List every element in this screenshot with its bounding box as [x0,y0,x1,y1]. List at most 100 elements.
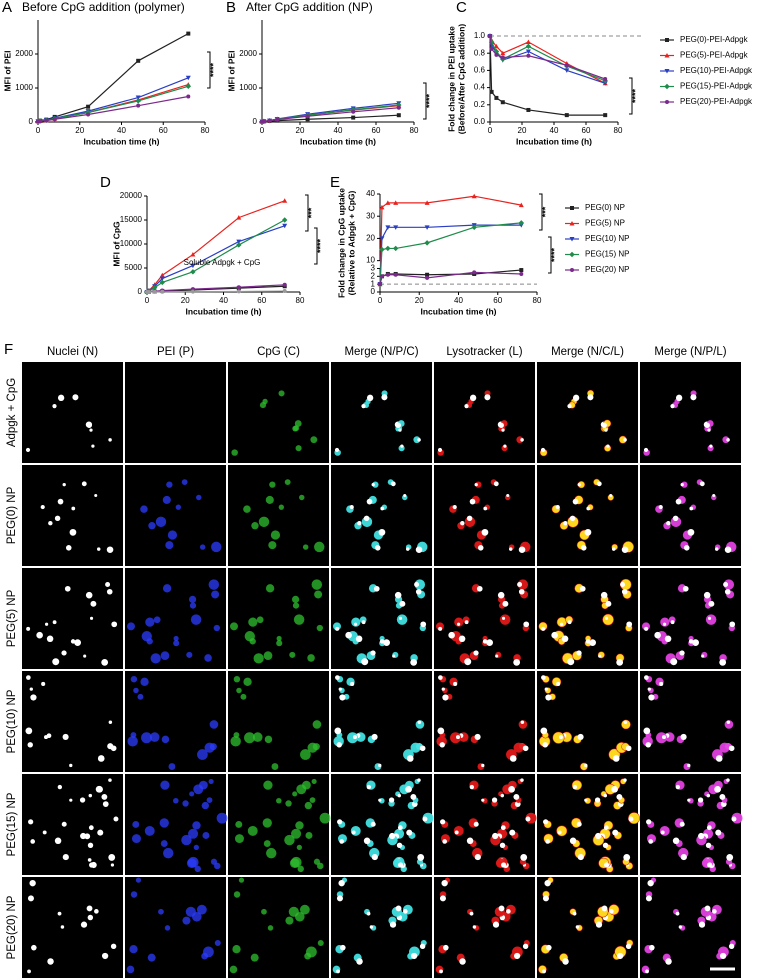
y-axis-label: (Before/After CpG addition) [456,24,466,135]
nucleus [649,944,655,951]
data-point [424,200,430,205]
micrograph [331,774,434,875]
nucleus [724,546,732,554]
legend-label: PEG(15) NP [585,250,629,259]
nucleus [399,600,406,607]
cell-signal [292,791,298,797]
cell-signal [162,495,171,504]
nucleus [600,591,608,599]
image-background [434,877,535,978]
nucleus [380,506,385,511]
image-background [537,877,638,978]
cell-signal [243,677,252,687]
data-point [425,275,430,280]
nucleus [731,816,737,822]
nucleus [476,585,483,592]
nucleus [544,687,548,691]
cell-signal [307,654,315,662]
cell-signal [262,818,272,828]
legend-marker [664,83,670,90]
nucleus [335,675,340,680]
cell-signal [199,544,206,550]
image-background [125,671,226,772]
data-point [190,263,196,269]
cell-signal [186,858,197,869]
nucleus [621,588,628,595]
cell-signal [252,732,263,742]
cell-signal [278,390,285,397]
nucleus [522,745,529,752]
nucleus [44,735,48,740]
nucleus [383,639,390,647]
nucleus [48,521,53,526]
cell-signal [202,946,214,958]
nucleus [486,639,493,647]
nucleus [577,854,584,861]
cell-signal [414,579,426,590]
x-tick-label: 20 [181,296,190,305]
y-tick-label: 15000 [120,215,143,224]
cell-signal [450,732,461,744]
data-point [424,225,430,230]
x-tick-label: 20 [518,126,527,135]
nucleus [80,921,88,928]
y-tick-label: 20000 [120,191,143,200]
nucleus [70,639,76,644]
micrograph [228,568,329,669]
cell-signal [238,877,245,883]
nucleus [572,498,579,505]
annotation: Soluble Adpgk + CpG [184,258,261,267]
data-point [525,43,532,50]
nucleus [520,438,524,442]
nucleus [439,742,445,748]
y-tick-label: 40 [366,189,375,198]
micrograph [228,671,329,772]
nucleus [30,694,37,701]
series-line [489,35,606,84]
cell-signal [164,925,171,931]
x-tick-label: 0 [378,296,383,305]
nucleus [699,481,705,487]
nucleus [500,825,506,831]
cell-signal [268,541,277,550]
cell-signal [135,877,142,883]
nucleus [44,622,49,626]
annotation: *** [306,207,316,218]
nucleus [506,909,511,914]
image-background [331,362,432,463]
data-point [275,117,280,122]
nucleus [520,778,524,782]
nucleus [52,620,57,625]
y-tick-label: 5000 [124,263,142,272]
nucleus [723,582,729,588]
nucleus [595,921,603,928]
micrograph [22,362,123,463]
data-point [385,272,390,277]
cell-signal [160,651,170,661]
nucleus [483,506,488,511]
cell-signal [233,891,241,898]
legend-marker [570,206,574,210]
nucleus [466,515,473,522]
nucleus [575,925,580,929]
data-point [160,289,165,294]
nucleus [443,944,449,951]
data-point [135,95,141,101]
cell-signal [240,693,247,700]
data-point [489,89,494,94]
column-header: CpG (C) [257,346,300,358]
nucleus [647,879,654,887]
nucleus [541,675,546,680]
nucleus [665,958,672,965]
nucleus [87,858,92,862]
data-point [472,270,477,275]
micrograph [125,877,226,978]
nucleus [394,591,402,599]
nucleus [57,498,64,505]
data-point [471,224,477,231]
nucleus [620,582,626,588]
cell-signal [167,530,178,540]
nucleus [687,763,691,768]
nucleus [373,585,380,592]
y-axis-label: MFI of PEI [2,50,12,91]
